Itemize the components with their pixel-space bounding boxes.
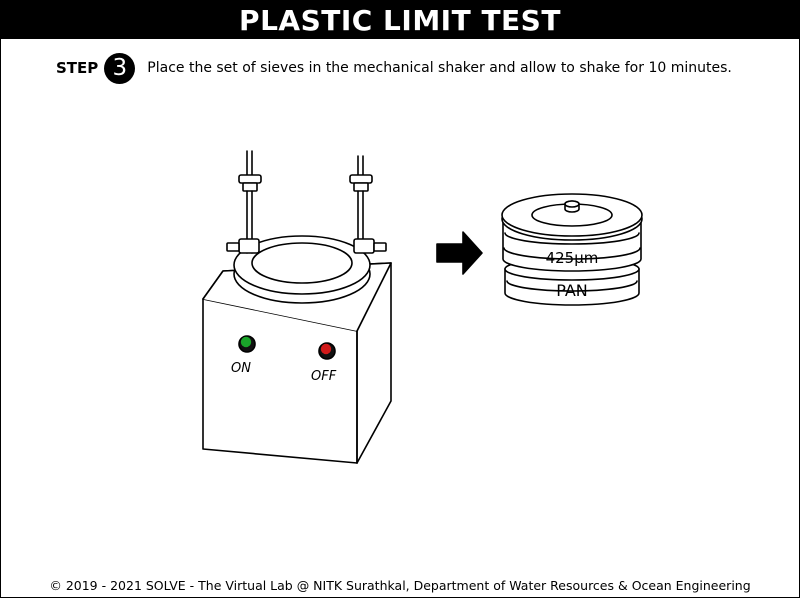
sieve-stack: PAN 425µm	[501, 193, 643, 306]
page-title-bar: PLASTIC LIMIT TEST	[1, 1, 799, 39]
footer-copyright: © 2019 - 2021 SOLVE - The Virtual Lab @ …	[49, 578, 751, 593]
shaker-left-rod	[226, 150, 262, 254]
page-title: PLASTIC LIMIT TEST	[239, 3, 561, 37]
step-label: STEP	[56, 59, 99, 77]
right-arrow-icon	[436, 231, 483, 275]
step-number-badge: 3	[104, 52, 136, 84]
experiment-illustration: ON OFF PAN	[202, 150, 643, 464]
off-label: OFF	[311, 369, 337, 384]
sieve-label: 425µm	[546, 249, 599, 267]
sieve-lid	[501, 193, 643, 241]
on-label: ON	[231, 361, 251, 376]
shaker-platform	[233, 235, 371, 304]
mechanical-shaker: ON OFF	[202, 150, 392, 464]
off-button[interactable]: OFF	[311, 342, 337, 384]
pan-label: PAN	[556, 281, 588, 300]
step-instruction: STEP 3 Place the set of sieves in the me…	[56, 52, 732, 84]
shaker-right-rod	[349, 155, 387, 254]
step-instruction-text: Place the set of sieves in the mechanica…	[147, 60, 732, 76]
on-button[interactable]: ON	[231, 335, 256, 376]
page-frame: PLASTIC LIMIT TEST STEP 3 Place the set …	[0, 0, 800, 598]
